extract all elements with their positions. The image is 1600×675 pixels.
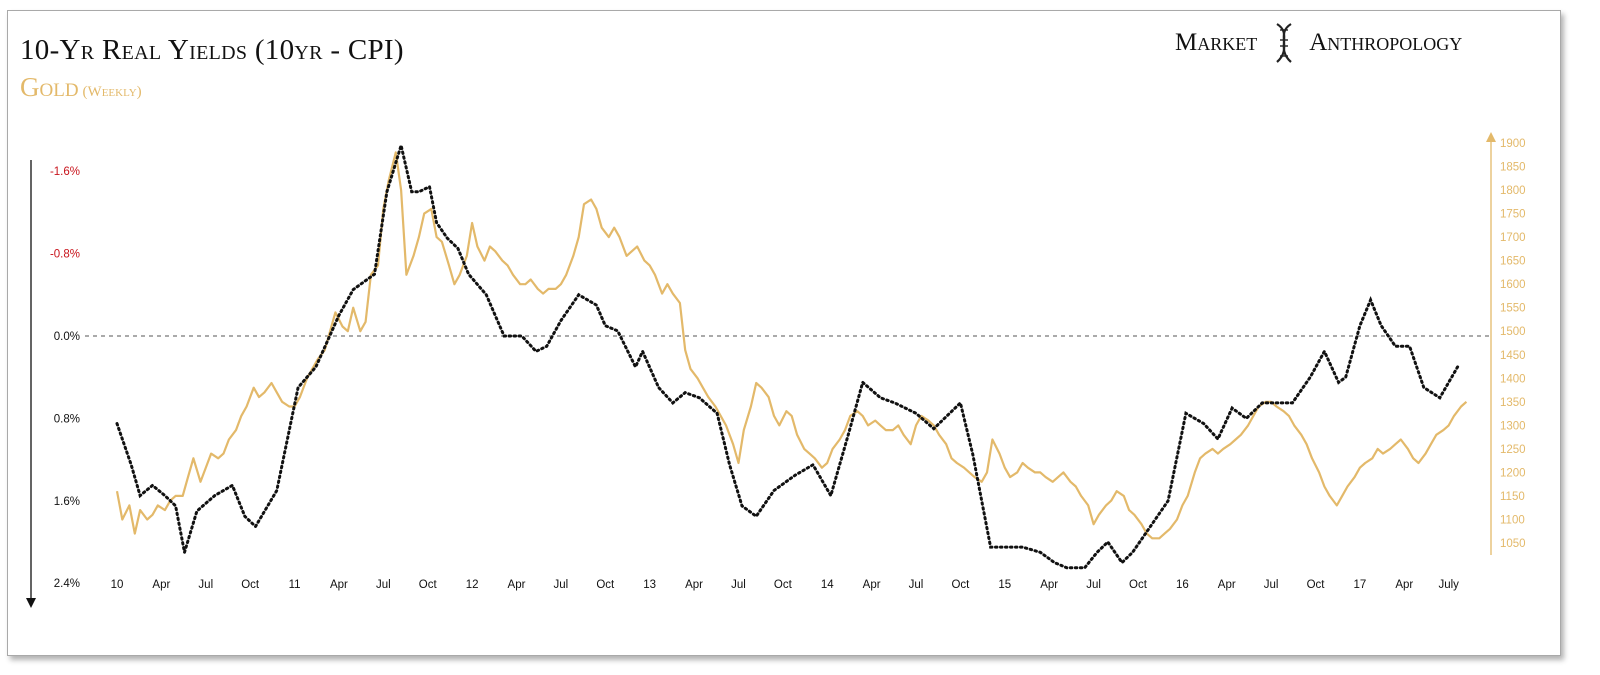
x-tick-label: Jul — [731, 579, 746, 591]
right-tick-label: 1500 — [1500, 326, 1526, 338]
x-tick-label: Apr — [508, 579, 526, 591]
x-tick-label: Jul — [376, 579, 391, 591]
x-tick-label: Apr — [1040, 579, 1058, 591]
x-tick-label: Apr — [863, 579, 881, 591]
right-tick-label: 1900 — [1500, 138, 1526, 150]
brand-logo: Market Anthropology — [1175, 22, 1462, 64]
x-tick-label: Apr — [1218, 579, 1236, 591]
right-axis-ticks: 1050 1100 1150 1200 1250 1300 1350 1400 1450 1500… — [1500, 138, 1526, 550]
x-tick-label: 10 — [111, 579, 124, 591]
x-tick-label: Jul — [1086, 579, 1101, 591]
x-tick-label: Jul — [1264, 579, 1279, 591]
x-tick-label: 11 — [289, 579, 301, 591]
x-tick-label: Oct — [1307, 579, 1326, 591]
dna-helix-icon — [1273, 22, 1295, 64]
left-tick-label: 0.0% — [54, 331, 80, 343]
x-tick-label: 17 — [1354, 579, 1367, 591]
right-tick-label: 1250 — [1500, 444, 1526, 456]
right-tick-label: 1350 — [1500, 397, 1526, 409]
x-tick-label: July — [1438, 579, 1459, 591]
x-tick-label: Oct — [1129, 579, 1148, 591]
brand-left: Market — [1175, 29, 1258, 56]
left-tick-label: -1.6% — [50, 166, 80, 178]
chart-title: 10-Yr Real Yields (10yr - CPI) — [20, 34, 404, 66]
left-axis-ticks: -1.6% -0.8% 0.0% 0.8% 1.6% 2.4% — [50, 166, 80, 590]
right-tick-label: 1850 — [1500, 162, 1526, 174]
x-tick-label: 12 — [466, 579, 479, 591]
right-tick-label: 1150 — [1500, 491, 1525, 503]
subtitle-main: Gold — [20, 72, 79, 102]
right-tick-label: 1400 — [1500, 373, 1526, 385]
x-tick-label: Apr — [685, 579, 703, 591]
left-tick-label: 0.8% — [54, 413, 80, 425]
right-tick-label: 1100 — [1500, 514, 1525, 526]
x-tick-label: Oct — [774, 579, 793, 591]
right-tick-label: 1600 — [1500, 279, 1526, 291]
right-tick-label: 1800 — [1500, 185, 1526, 197]
left-tick-label: -0.8% — [50, 249, 80, 261]
x-tick-label: Oct — [241, 579, 260, 591]
right-tick-label: 1200 — [1500, 467, 1526, 479]
right-tick-label: 1650 — [1500, 256, 1526, 268]
right-tick-label: 1300 — [1500, 420, 1526, 432]
x-tick-label: 14 — [821, 579, 834, 591]
x-tick-label: Oct — [596, 579, 615, 591]
left-tick-label: 2.4% — [54, 578, 80, 590]
x-tick-label: 15 — [998, 579, 1011, 591]
x-tick-label: Jul — [909, 579, 924, 591]
right-tick-label: 1050 — [1500, 538, 1526, 550]
brand-right: Anthropology — [1309, 29, 1463, 56]
x-tick-label: Oct — [951, 579, 970, 591]
x-tick-label: 13 — [643, 579, 656, 591]
right-axis-arrow — [1486, 132, 1496, 142]
right-tick-label: 1700 — [1500, 232, 1526, 244]
x-tick-label: Apr — [152, 579, 170, 591]
left-tick-label: 1.6% — [54, 496, 80, 508]
right-tick-label: 1450 — [1500, 350, 1526, 362]
x-tick-label: Jul — [198, 579, 213, 591]
axes — [26, 132, 1496, 608]
x-tick-label: Oct — [419, 579, 438, 591]
chart-frame — [7, 10, 1561, 656]
gold-price-line — [115, 151, 1468, 540]
x-tick-label: Jul — [554, 579, 569, 591]
x-tick-label: Apr — [1395, 579, 1413, 591]
x-tick-label: 16 — [1176, 579, 1189, 591]
chart-subtitle: Gold (Weekly) — [20, 72, 142, 103]
left-axis-arrow — [26, 598, 36, 608]
real-yield-line — [115, 139, 1460, 570]
subtitle-note: (Weekly) — [82, 84, 142, 100]
x-tick-label: Apr — [330, 579, 348, 591]
x-axis-ticks: 10 Apr Jul Oct 11 Apr Jul Oct 12 Apr Jul Oct 13 Apr Ju… — [111, 579, 1460, 591]
right-tick-label: 1550 — [1500, 303, 1526, 315]
right-tick-label: 1750 — [1500, 209, 1526, 221]
